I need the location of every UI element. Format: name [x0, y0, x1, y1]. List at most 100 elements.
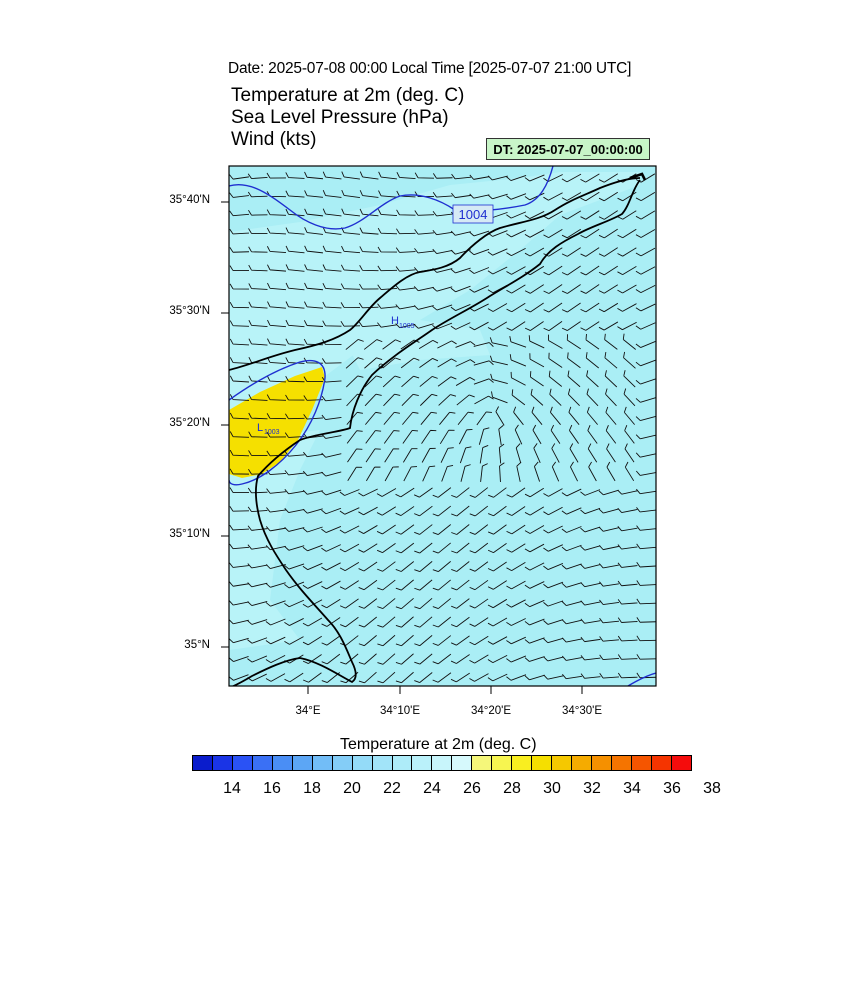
wind-barb — [524, 247, 545, 257]
wind-barb — [543, 656, 564, 662]
wind-barb — [635, 285, 656, 293]
dt-badge: DT: 2025-07-07_00:00:00 — [486, 138, 650, 160]
wind-barb — [605, 425, 617, 444]
wind-barb — [451, 616, 470, 628]
wind-barb — [622, 333, 637, 350]
colorbar-swatch — [631, 756, 652, 770]
wind-barb — [377, 209, 398, 216]
wind-barb — [513, 406, 524, 426]
wind-barb — [568, 406, 580, 425]
wind-barb — [543, 506, 563, 516]
wind-barb — [267, 319, 287, 328]
low-pressure-value: 1003 — [264, 429, 280, 436]
wind-barb — [341, 245, 361, 254]
wind-barb — [580, 526, 601, 533]
wind-barb — [229, 265, 250, 272]
wind-barb — [506, 175, 527, 181]
wind-barb — [339, 507, 360, 515]
wind-barb — [624, 425, 635, 444]
wind-barb — [322, 189, 342, 198]
wind-barb — [432, 505, 452, 517]
wind-barb — [414, 524, 433, 535]
colorbar-label: 14 — [223, 780, 241, 797]
wind-barb — [598, 563, 619, 569]
wind-barb — [414, 229, 435, 235]
colorbar-swatch — [432, 756, 453, 770]
wind-barb — [548, 370, 563, 387]
wind-barb — [321, 544, 341, 552]
wind-barb — [524, 211, 545, 219]
wind-barb — [284, 451, 305, 457]
wind-barb — [543, 284, 563, 294]
colorbar-swatch — [532, 756, 553, 770]
wind-barb — [395, 597, 414, 610]
isobar-label: 1004 — [459, 207, 488, 222]
colorbar-title: Temperature at 2m (deg. C) — [340, 736, 537, 753]
wind-barb — [266, 209, 287, 216]
wind-barb — [585, 333, 600, 350]
wind-barb — [229, 394, 250, 401]
wind-barb — [432, 653, 452, 665]
wind-barb — [623, 406, 635, 425]
isobar-north — [229, 166, 554, 230]
wind-barb — [266, 375, 287, 383]
colorbar-label: 24 — [423, 780, 441, 797]
wind-barb — [414, 172, 435, 179]
wind-barb — [414, 210, 435, 216]
wind-barb — [635, 191, 656, 202]
wind-barb — [395, 671, 414, 684]
wind-barb — [229, 562, 249, 568]
wind-barb — [569, 424, 579, 444]
wind-barb — [635, 434, 656, 440]
wind-barb — [432, 635, 452, 646]
wind-barb — [359, 227, 379, 235]
field-pressure: Sea Level Pressure (hPa) — [231, 107, 449, 128]
wind-barb — [451, 542, 470, 554]
wind-barb — [345, 357, 364, 369]
wind-barb — [229, 524, 250, 531]
colorbar-swatch — [651, 756, 672, 770]
wind-barb — [604, 351, 618, 369]
wind-barb — [432, 286, 453, 292]
wind-barb — [302, 489, 323, 495]
colorbar-label: 18 — [303, 780, 321, 797]
wind-barb — [432, 524, 452, 535]
wind-barb — [469, 617, 489, 627]
wind-barb — [469, 285, 489, 293]
wind-barb — [395, 323, 416, 329]
wind-barb — [322, 301, 342, 309]
wind-barb — [490, 373, 508, 384]
wind-barb — [524, 637, 545, 644]
colorbar-swatch — [412, 756, 433, 770]
wind-barb — [248, 431, 268, 438]
wind-barb — [284, 526, 305, 532]
wind-barb — [561, 582, 582, 588]
wind-barb — [561, 488, 582, 497]
wind-barb — [285, 227, 305, 235]
wind-barb — [247, 191, 268, 198]
wind-barb — [376, 506, 397, 516]
wind-barb — [489, 337, 508, 347]
wind-barb — [451, 192, 471, 199]
wind-barb — [395, 653, 414, 665]
wind-barb — [580, 545, 601, 551]
wind-barb — [267, 301, 287, 309]
wind-barb — [284, 563, 305, 570]
wind-barb — [469, 673, 489, 682]
wind-barb — [580, 673, 601, 679]
wind-barb — [506, 543, 526, 553]
wind-barb — [341, 189, 360, 198]
wind-barb — [358, 671, 377, 684]
colorbar-swatch — [232, 756, 253, 770]
wind-barb — [229, 431, 250, 438]
wind-barb — [529, 353, 545, 368]
wind-barb — [498, 425, 504, 445]
colorbar-swatch — [612, 756, 632, 770]
wind-barb — [358, 598, 378, 609]
date-line: Date: 2025-07-08 00:00 Local Time [2025-… — [228, 60, 632, 77]
wind-barb — [509, 336, 527, 348]
wind-barb — [432, 616, 452, 628]
wind-barb — [543, 600, 564, 607]
wind-barb — [248, 375, 268, 383]
wind-barb — [432, 173, 453, 179]
